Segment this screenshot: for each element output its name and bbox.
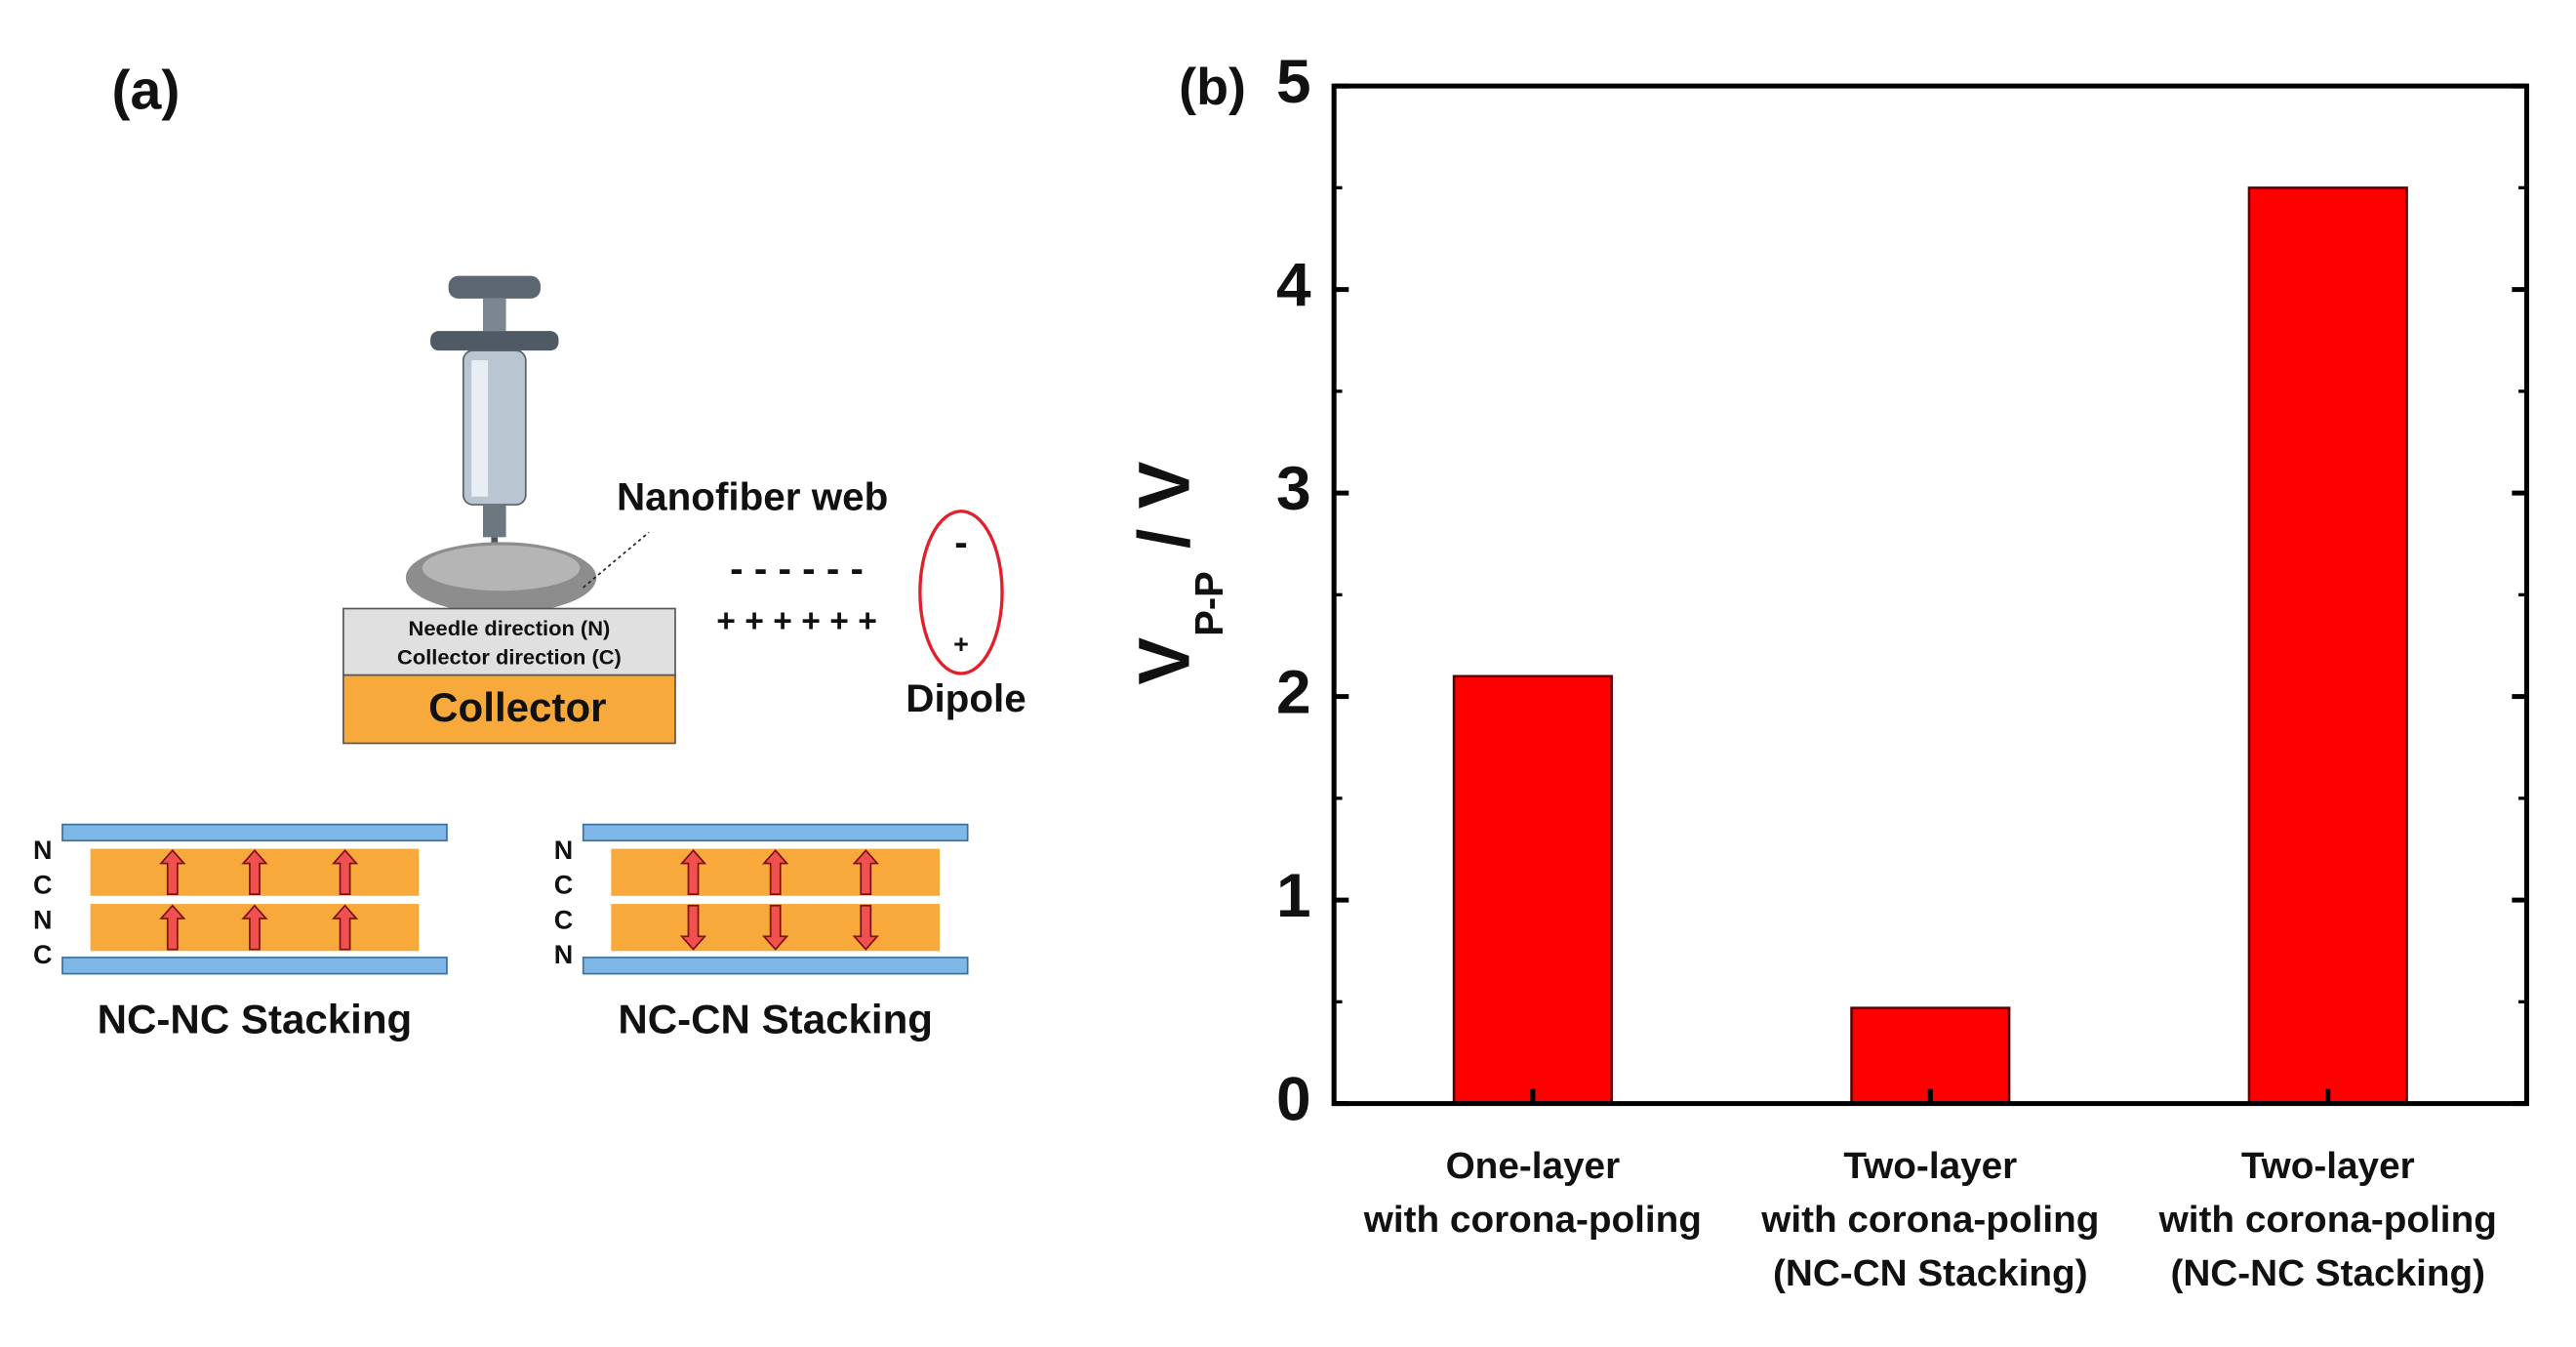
x-tick-label: Two-layer: [2241, 1145, 2415, 1187]
collector-box: [342, 674, 676, 745]
dipole-arrow: [762, 848, 789, 895]
direction-letter: C: [554, 906, 573, 935]
syringe: [430, 275, 559, 557]
x-tick-label: Two-layer: [1843, 1145, 2017, 1187]
y-tick-label: 1: [1276, 861, 1311, 930]
x-tick-label: (NC-NC Stacking): [2170, 1252, 2485, 1294]
y-tick-label: 4: [1276, 251, 1311, 320]
x-tick-label: with corona-poling: [1760, 1199, 2099, 1241]
x-tick-label: with corona-poling: [2158, 1199, 2497, 1241]
dipole-ring: [918, 510, 1004, 675]
y-label-sub: P-P: [1187, 571, 1231, 636]
electrode: [61, 823, 448, 842]
direction-text: Collector direction (C): [397, 645, 622, 670]
dipole-arrow: [852, 848, 879, 895]
dipole-arrow: [241, 848, 268, 895]
panel-label: (a): [111, 61, 180, 122]
dipole-arrow: [679, 848, 707, 895]
dipole-arrow: [762, 904, 789, 951]
direction-box: [342, 607, 676, 676]
x-tick-label: (NC-CN Stacking): [1773, 1252, 2088, 1294]
y-label: V: [1123, 637, 1205, 685]
direction-letter: C: [554, 871, 573, 900]
dipole-charge: -: [954, 520, 967, 564]
charge-row: + + + + + +: [716, 603, 877, 639]
leader-line: [583, 531, 650, 589]
direction-letter: N: [33, 836, 52, 865]
dipole-arrow: [331, 848, 359, 895]
bar: [1850, 1006, 2011, 1105]
web-label: Nanofiber web: [617, 475, 888, 519]
dipole-label: Dipole: [906, 676, 1026, 720]
direction-letter: C: [33, 871, 52, 900]
y-tick-label: 5: [1276, 47, 1311, 116]
electrode: [582, 823, 969, 842]
direction-letter: N: [554, 836, 573, 865]
x-tick-label: with corona-poling: [1363, 1199, 1702, 1241]
collector-label: Collector: [428, 684, 606, 730]
direction-letter: C: [33, 940, 52, 969]
y-tick-label: 3: [1276, 454, 1311, 523]
y-axis-label: V P-P / V: [1123, 462, 1231, 685]
bar: [2247, 186, 2408, 1105]
dipole-arrow: [241, 904, 268, 951]
y-tick-label: 2: [1276, 658, 1311, 727]
dipole-charge: +: [953, 630, 969, 659]
electrode: [582, 957, 969, 975]
direction-text: Needle direction (N): [409, 616, 611, 640]
dipole-arrow: [159, 848, 186, 895]
dipole-arrow: [159, 904, 186, 951]
stack-title: NC-NC Stacking: [98, 997, 413, 1042]
direction-letter: N: [33, 906, 52, 935]
bar: [1452, 674, 1613, 1105]
x-tick-label: One-layer: [1446, 1145, 1621, 1187]
plot-frame: [1331, 83, 2530, 1107]
y-label-suffix: / V: [1123, 462, 1205, 549]
charge-row: - - - - - -: [730, 547, 864, 591]
panel-label: (b): [1179, 59, 1246, 116]
dipole-arrow: [331, 904, 359, 951]
dipole-arrow: [679, 904, 707, 951]
nanofiber-web-top: [422, 545, 581, 592]
electrode: [61, 957, 448, 975]
stack-title: NC-CN Stacking: [618, 997, 933, 1042]
bar-chart: (b) V P-P / V 0 1 2 3 4 5 One-layer with corona…: [1123, 47, 2530, 1294]
dipole-arrow: [852, 904, 879, 951]
direction-letter: N: [554, 940, 573, 969]
y-tick-label: 0: [1276, 1065, 1311, 1134]
